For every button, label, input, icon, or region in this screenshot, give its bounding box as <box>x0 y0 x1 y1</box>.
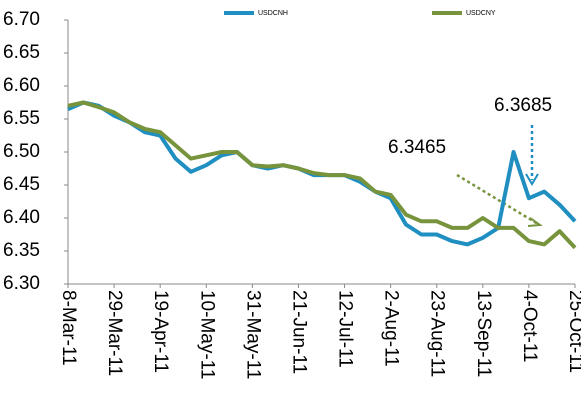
legend-label: USDCNY <box>466 10 496 17</box>
x-tick-label: 12-Jul-11 <box>335 290 356 368</box>
y-tick-label: 6.30 <box>3 273 40 294</box>
x-tick-label: 8-Mar-11 <box>58 290 79 366</box>
y-tick-label: 6.40 <box>3 207 40 228</box>
y-tick-label: 6.65 <box>3 42 40 63</box>
legend-label: USDCNH <box>258 10 288 17</box>
x-tick-label: 21-Jun-11 <box>288 290 309 374</box>
y-tick-label: 6.50 <box>3 141 40 162</box>
x-tick-label: 4-Oct-11 <box>519 290 540 363</box>
y-tick-label: 6.45 <box>3 174 40 195</box>
x-tick-label: 25-Oct-11 <box>565 290 581 373</box>
x-tick-label: 10-May-11 <box>196 290 217 379</box>
x-tick-label: 13-Sep-11 <box>473 290 494 377</box>
y-tick-label: 6.60 <box>3 75 40 96</box>
annotation-arrow <box>456 173 539 226</box>
x-tick-label: 23-Aug-11 <box>427 290 448 377</box>
y-tick-label: 6.35 <box>3 240 40 261</box>
arrow-head <box>525 173 539 186</box>
x-tick-label: 19-Apr-11 <box>150 290 171 373</box>
arrow-head <box>527 217 543 227</box>
x-tick-label: 31-May-11 <box>242 290 263 379</box>
series-line <box>67 100 577 250</box>
x-tick-label: 29-Mar-11 <box>104 290 125 376</box>
y-tick-label: 6.70 <box>3 9 40 30</box>
annotation: 6.3685 <box>494 95 552 116</box>
annotation: 6.3465 <box>388 137 446 158</box>
y-tick-label: 6.55 <box>3 108 40 129</box>
x-tick-label: 2-Aug-11 <box>381 290 402 367</box>
